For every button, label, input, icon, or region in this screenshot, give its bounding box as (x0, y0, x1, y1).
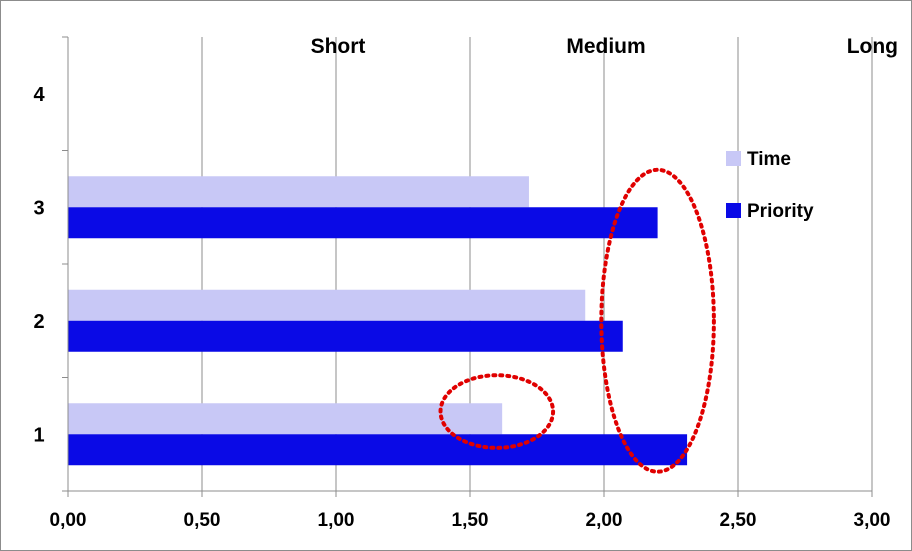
y-category-label: 3 (33, 197, 44, 219)
legend-label: Priority (747, 201, 814, 222)
bar-priority-2 (68, 320, 623, 352)
bar-priority-1 (68, 434, 688, 466)
bar-time-3 (68, 176, 529, 208)
y-category-label: 1 (33, 424, 44, 446)
bar-time-1 (68, 403, 503, 435)
bar-priority-3 (68, 207, 658, 239)
legend-swatch-priority (726, 203, 741, 218)
x-tick-label: 1,00 (318, 510, 355, 531)
legend-label: Time (747, 149, 791, 170)
top-label: Long (847, 35, 898, 58)
bars (68, 176, 688, 466)
x-tick-label: 0,00 (50, 510, 87, 531)
x-tick-label: 2,50 (720, 510, 757, 531)
dotted-ellipse-annotation (438, 373, 556, 450)
y-category-label: 2 (33, 311, 44, 333)
top-label: Short (311, 35, 366, 58)
x-tick-label: 1,50 (452, 510, 489, 531)
x-tick-label: 3,00 (854, 510, 891, 531)
legend: Time Priority (726, 149, 814, 222)
dotted-ellipse-annotation (599, 167, 716, 474)
labels: 0,00 0,50 1,00 1,50 2,00 2,50 3,00 1 2 3 4 Short Med… (33, 35, 898, 531)
y-category-label: 4 (33, 84, 45, 106)
x-tick-label: 2,00 (586, 510, 623, 531)
legend-swatch-time (726, 151, 741, 166)
axes (62, 36, 873, 497)
top-label: Medium (566, 35, 645, 58)
bar-time-2 (68, 289, 586, 321)
x-tick-label: 0,50 (184, 510, 221, 531)
annotations (438, 167, 716, 474)
